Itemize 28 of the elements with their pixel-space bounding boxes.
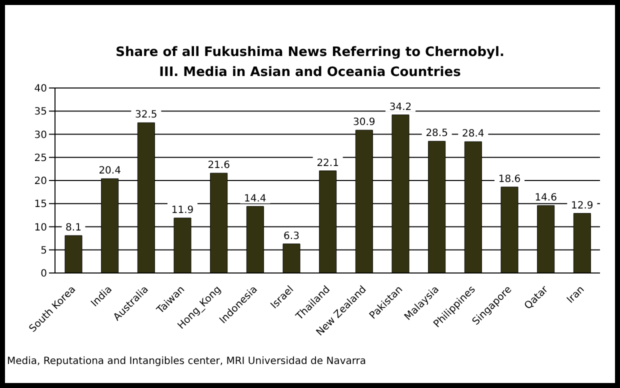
data-label: 18.6 (498, 174, 521, 185)
text: Media, Reputationa and Intangibles center, MRI Universidad de Navarra (7, 356, 366, 367)
data-label: 6.3 (284, 230, 300, 242)
y-tick-label: 30 (34, 130, 47, 141)
data-label: 34.2 (389, 102, 412, 113)
data-label: 21.6 (208, 160, 230, 172)
data-label: 14.6 (534, 192, 557, 204)
y-tick-label: 5 (40, 245, 47, 256)
data-label: 12.9 (571, 200, 594, 212)
y-tick-label: 25 (34, 152, 47, 164)
data-label: 28.5 (426, 128, 448, 140)
data-label: 22.1 (316, 158, 339, 169)
data-label: 8.1 (66, 222, 82, 234)
chart-subtitle: III. Media in Asian and Oceania Countries (158, 64, 462, 82)
data-label: 20.4 (98, 166, 121, 177)
data-label: 30.9 (353, 117, 376, 128)
data-label: 14.4 (244, 193, 266, 204)
data-label: 32.5 (135, 110, 158, 121)
data-label: 28.4 (462, 128, 484, 140)
y-tick-label: 20 (34, 176, 47, 188)
y-tick-label: 35 (34, 106, 47, 118)
y-tick-label: 10 (34, 222, 47, 234)
y-tick-label: 15 (34, 199, 47, 210)
chart-title: Share of all Fukushima News Referring to Chernobyl. (114, 44, 506, 62)
y-tick-label: 0 (40, 268, 47, 280)
data-label: 11.9 (171, 204, 194, 216)
x-tick-label: Iran (565, 284, 587, 306)
y-tick-label: 40 (34, 84, 47, 95)
